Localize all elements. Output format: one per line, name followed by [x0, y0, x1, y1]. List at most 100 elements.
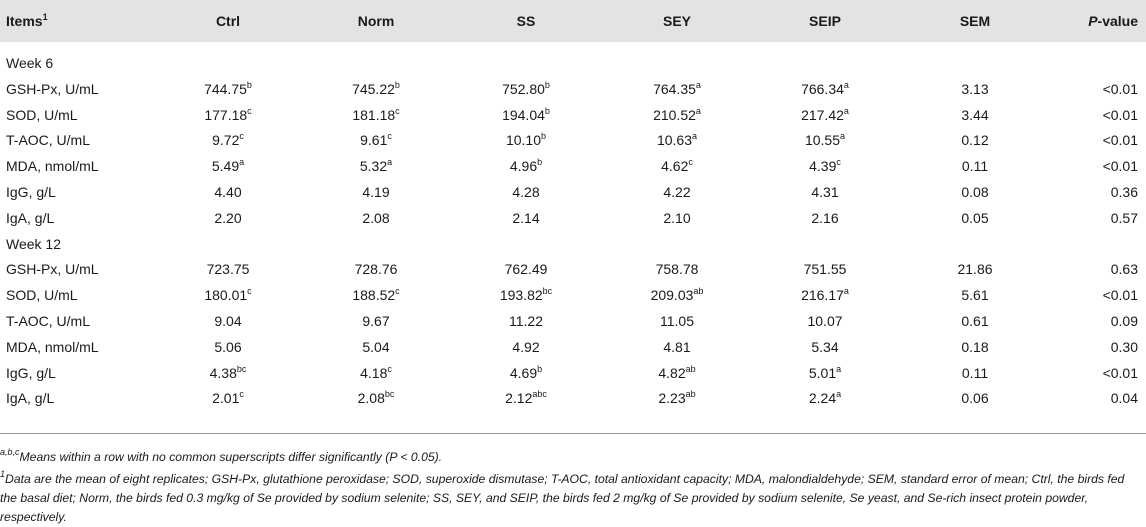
- table-cell: 2.12abc: [505, 385, 547, 411]
- cell-superscript: a: [695, 79, 701, 90]
- table-cell: 9.72c: [212, 127, 244, 153]
- cell-value: 210.52: [653, 106, 696, 123]
- cell-superscript: abc: [532, 389, 547, 400]
- sem-cell: 0.06: [961, 390, 989, 407]
- cell-value: 181.18: [352, 106, 396, 123]
- sem-cell: 0.08: [961, 184, 989, 200]
- p-value-cell: <0.01: [1102, 364, 1138, 381]
- table-cell: 188.52c: [352, 282, 399, 308]
- cell-value: 10.55: [804, 132, 841, 149]
- cell-value: 5.34: [811, 338, 839, 355]
- table-cell: 2.20: [214, 205, 241, 231]
- cell-value: 11.22: [509, 313, 543, 329]
- table-cell: 11.05: [660, 308, 694, 334]
- cell-value: 2.08: [362, 209, 390, 226]
- table-cell: 181.18c: [352, 102, 399, 128]
- table-cell: 766.34a: [801, 76, 849, 102]
- sem-cell: 0.05: [961, 209, 989, 226]
- cell-value: 4.39: [809, 158, 837, 175]
- cell-value: 2.08: [357, 390, 385, 407]
- cell-superscript: c: [387, 131, 392, 142]
- cell-value: 209.03: [650, 287, 694, 304]
- table-cell: 177.18c: [204, 102, 251, 128]
- cell-superscript: ab: [685, 363, 696, 374]
- cell-value: 9.72: [212, 132, 240, 149]
- header-norm: Norm: [357, 13, 395, 29]
- p-value-cell: <0.01: [1102, 132, 1138, 149]
- cell-superscript: a: [836, 389, 842, 400]
- cell-superscript: a: [840, 131, 846, 142]
- table-cell: 4.81: [663, 334, 690, 360]
- row-item-label: T-AOC, U/mL: [6, 132, 91, 149]
- table-cell: 4.19: [362, 179, 389, 205]
- table-cell: 4.38bc: [210, 360, 247, 386]
- cell-value: 766.34: [801, 80, 844, 97]
- cell-superscript: ab: [685, 389, 696, 400]
- sem-cell: 3.13: [961, 80, 989, 97]
- p-value-cell: 0.04: [1110, 390, 1138, 407]
- table-cell: 4.40: [214, 179, 241, 205]
- table-cell: 2.23ab: [658, 385, 695, 411]
- footnote-significance: a,b,cMeans within a row with no common s…: [0, 448, 1144, 467]
- cell-superscript: bc: [384, 389, 395, 400]
- cell-value: 751.55: [803, 261, 847, 278]
- table-cell: 2.16: [811, 205, 838, 231]
- table-bottom-rule: [0, 433, 1146, 434]
- cell-superscript: ab: [693, 286, 704, 297]
- table-cell: 745.22b: [352, 76, 400, 102]
- cell-value: 2.01: [212, 390, 240, 407]
- table-header: Items1 Ctrl Norm SS SEY SEIP SEM P-value: [0, 0, 1146, 42]
- footnote-significance-text: Means within a row with no common supers…: [19, 450, 443, 464]
- row-item-label: T-AOC, U/mL: [6, 313, 91, 329]
- footnotes: a,b,cMeans within a row with no common s…: [0, 448, 1144, 527]
- header-p-rest: -value: [1097, 13, 1138, 29]
- row-item-label: MDA, nmol/mL: [6, 158, 99, 175]
- p-value-cell: 0.36: [1110, 184, 1138, 200]
- cell-value: 5.49: [211, 158, 240, 175]
- p-value-cell: 0.30: [1110, 338, 1138, 355]
- table-cell: 2.14: [512, 205, 539, 231]
- cell-superscript: b: [541, 131, 547, 142]
- cell-superscript: b: [537, 157, 543, 168]
- table-cell: 4.22: [663, 179, 690, 205]
- table-cell: 5.04: [362, 334, 389, 360]
- cell-superscript: c: [836, 157, 841, 168]
- table-cell: 744.75b: [204, 76, 252, 102]
- cell-superscript: c: [387, 363, 392, 374]
- cell-superscript: a: [239, 157, 245, 168]
- cell-value: 4.40: [214, 184, 242, 200]
- table-cell: 180.01c: [204, 282, 251, 308]
- cell-superscript: c: [239, 389, 244, 400]
- cell-superscript: c: [395, 105, 400, 116]
- table-cell: 2.01c: [212, 385, 244, 411]
- table-cell: 5.34: [811, 334, 838, 360]
- table-cell: 2.10: [663, 205, 690, 231]
- cell-value: 4.69: [509, 364, 538, 381]
- sem-cell: 0.11: [961, 158, 989, 175]
- cell-value: 4.38: [209, 364, 237, 381]
- cell-value: 4.96: [509, 158, 538, 175]
- cell-superscript: c: [247, 105, 252, 116]
- p-value-cell: <0.01: [1102, 158, 1138, 175]
- table-cell: 5.01a: [809, 360, 841, 386]
- cell-value: 2.16: [811, 209, 839, 226]
- cell-value: 744.75: [204, 80, 247, 97]
- table-cell: 10.55a: [805, 127, 845, 153]
- section-label: Week 12: [6, 235, 61, 252]
- table-cell: 4.31: [811, 179, 838, 205]
- header-ss: SS: [516, 13, 536, 29]
- sem-cell: 0.12: [961, 132, 989, 149]
- cell-superscript: a: [387, 157, 393, 168]
- section-label: Week 6: [6, 55, 54, 71]
- table-cell: 762.49: [505, 256, 548, 282]
- footnote-abbreviations-text: Data are the mean of eight replicates; G…: [0, 472, 1125, 524]
- cell-superscript: c: [688, 157, 693, 168]
- p-value-cell: 0.57: [1110, 209, 1138, 226]
- header-sey: SEY: [662, 13, 692, 29]
- footnote-abbreviations: 1Data are the mean of eight replicates; …: [0, 470, 1144, 527]
- cell-value: 5.01: [808, 364, 837, 381]
- cell-value: 2.10: [663, 209, 691, 226]
- table-cell: 723.75: [207, 256, 250, 282]
- cell-value: 2.23: [658, 390, 686, 407]
- cell-value: 180.01: [204, 287, 248, 304]
